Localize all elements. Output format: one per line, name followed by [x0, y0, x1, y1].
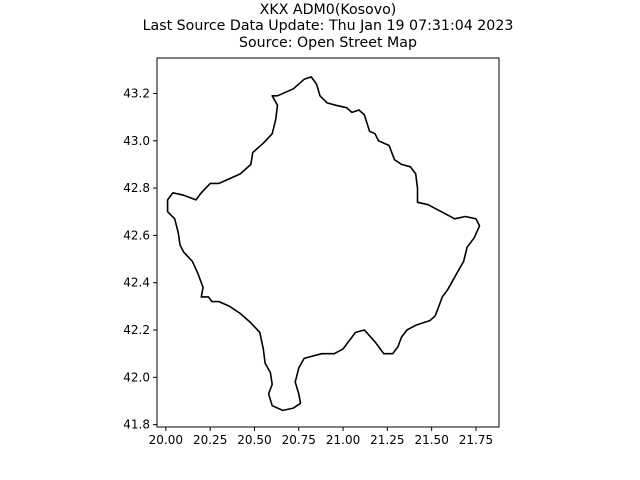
- plot-layer: [166, 76, 481, 412]
- y-tick-label: 42.6: [123, 228, 150, 242]
- y-tick-label: 42.8: [123, 181, 150, 195]
- map-title-line-3: Source: Open Street Map: [239, 35, 417, 51]
- y-tick-label: 41.8: [123, 418, 150, 432]
- map-title-line-1: XKX ADM0(Kosovo): [259, 2, 397, 18]
- y-tick-label: 43.0: [123, 134, 150, 148]
- x-tick-label: 20.25: [193, 433, 227, 447]
- x-tick-label: 21.00: [326, 433, 360, 447]
- x-axis: 20.00 20.25 20.50 20.75 21.00 21.25 21.50 21.75: [149, 427, 493, 447]
- x-tick-label: 21.25: [370, 433, 404, 447]
- map-title-line-2: Last Source Data Update: Thu Jan 19 07:3…: [142, 18, 514, 34]
- y-axis: 41.8 42.0 42.2 42.4 42.6 42.8 43.0 43.2: [123, 86, 157, 432]
- y-tick-label: 43.2: [123, 86, 150, 100]
- kosovo-boundary-line: [166, 76, 481, 412]
- axes-frame: [156, 57, 500, 428]
- y-tick-label: 42.0: [123, 370, 150, 384]
- y-tick-label: 42.2: [123, 323, 150, 337]
- x-tick-label: 20.75: [282, 433, 316, 447]
- x-tick-label: 21.75: [459, 433, 493, 447]
- x-tick-label: 21.50: [414, 433, 448, 447]
- y-tick-label: 42.4: [123, 276, 150, 290]
- x-tick-label: 20.00: [149, 433, 183, 447]
- x-tick-label: 20.50: [237, 433, 271, 447]
